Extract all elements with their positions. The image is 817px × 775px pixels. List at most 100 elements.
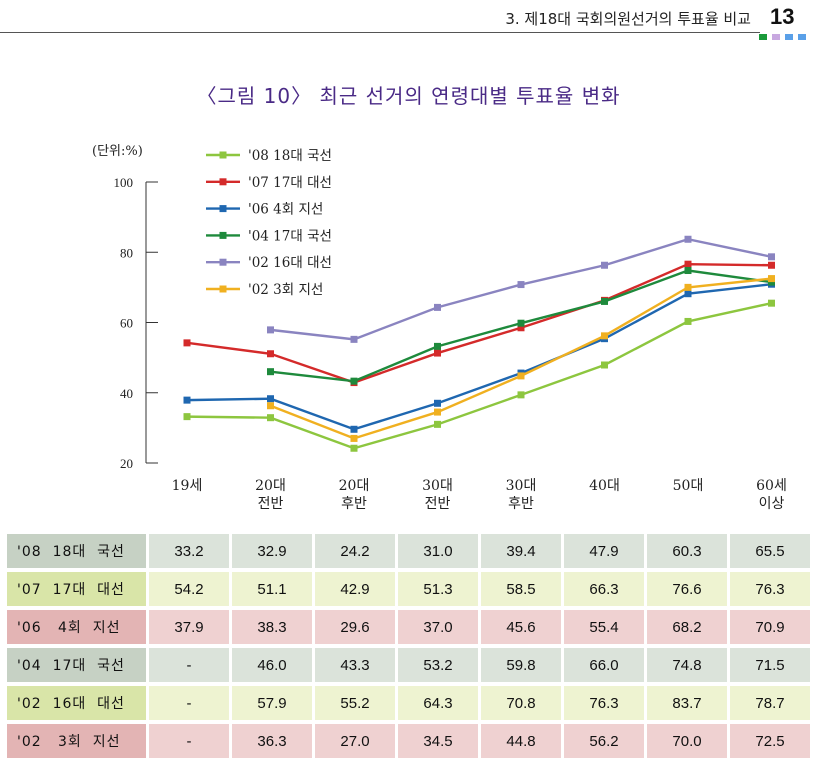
data-point bbox=[350, 377, 358, 385]
table-cell: 51.1 bbox=[232, 572, 312, 606]
x-tick-label: 30대 bbox=[422, 478, 453, 494]
table-cell: 29.6 bbox=[315, 610, 395, 644]
legend-marker bbox=[219, 231, 227, 239]
data-point bbox=[768, 261, 775, 269]
table-cell: 24.2 bbox=[315, 534, 395, 568]
y-tick-label: 20 bbox=[120, 456, 133, 471]
table-row: '07 17대 대선 54.2 51.1 42.9 51.3 58.5 66.3 76.6 76… bbox=[7, 572, 810, 606]
x-tick-label: 60세 bbox=[756, 478, 787, 494]
data-point bbox=[768, 278, 775, 286]
legend-entry: '06 4회 지선 bbox=[248, 202, 323, 218]
table-cell: - bbox=[149, 724, 229, 758]
row-label: '08 18대 국선 bbox=[7, 534, 146, 568]
table-cell: 45.6 bbox=[481, 610, 561, 644]
table-row: '06 4회 지선 37.9 38.3 29.6 37.0 45.6 55.4 68.2 70.… bbox=[7, 610, 810, 644]
x-tick-label: 40대 bbox=[589, 478, 620, 494]
data-point bbox=[350, 335, 358, 343]
table-cell: 38.3 bbox=[232, 610, 312, 644]
square-icon bbox=[772, 34, 780, 40]
data-table: '08 18대 국선 33.2 32.9 24.2 31.0 39.4 47.9 60.3 65… bbox=[4, 530, 813, 762]
data-point bbox=[434, 420, 441, 428]
data-point bbox=[517, 391, 525, 399]
data-point bbox=[684, 267, 692, 275]
series-line bbox=[186, 283, 772, 431]
x-tick-label: 50대 bbox=[673, 478, 704, 494]
x-tick-label: 20대 bbox=[255, 478, 286, 494]
y-tick-label: 40 bbox=[120, 386, 133, 401]
table-row: '02 16대 대선 -57.9 55.2 64.3 70.8 76.3 83.7 78.7 bbox=[7, 686, 810, 720]
y-tick-label: 100 bbox=[114, 175, 134, 190]
data-point bbox=[601, 332, 608, 340]
data-point bbox=[434, 408, 441, 416]
table-cell: 56.2 bbox=[564, 724, 644, 758]
square-icon bbox=[798, 34, 806, 40]
table-row: '04 17대 국선 -46.0 43.3 53.2 59.8 66.0 74.8 71.5 bbox=[7, 648, 810, 682]
table-cell: 68.2 bbox=[647, 610, 727, 644]
square-icon bbox=[759, 34, 767, 40]
table-cell: 53.2 bbox=[398, 648, 478, 682]
data-point bbox=[684, 235, 692, 243]
x-tick-label: 20대 bbox=[339, 478, 370, 494]
row-label: '04 17대 국선 bbox=[7, 648, 146, 682]
data-point bbox=[601, 297, 608, 305]
table-cell: 76.6 bbox=[647, 572, 727, 606]
page-number: 13 bbox=[770, 4, 795, 29]
table-cell: 58.5 bbox=[481, 572, 561, 606]
table-cell: 27.0 bbox=[315, 724, 395, 758]
table-cell: - bbox=[149, 648, 229, 682]
table-cell: 37.9 bbox=[149, 610, 229, 644]
table-cell: 34.5 bbox=[398, 724, 478, 758]
table-cell: 66.3 bbox=[564, 572, 644, 606]
table-cell: 57.9 bbox=[232, 686, 312, 720]
data-point bbox=[183, 413, 191, 421]
row-label: '06 4회 지선 bbox=[7, 610, 146, 644]
row-label: '07 17대 대선 bbox=[7, 572, 146, 606]
table-cell: 44.8 bbox=[481, 724, 561, 758]
table-cell: 78.7 bbox=[730, 686, 810, 720]
page-header: 3. 제18대 국회의원선거의 투표율 비교 13 bbox=[0, 0, 817, 40]
square-icon bbox=[785, 34, 793, 40]
table-cell: 55.2 bbox=[315, 686, 395, 720]
legend-marker bbox=[219, 178, 227, 186]
table-cell: 32.9 bbox=[232, 534, 312, 568]
data-point bbox=[267, 326, 274, 334]
legend-entry: '07 17대 대선 bbox=[248, 175, 332, 191]
x-tick-label: 전반 bbox=[425, 496, 451, 512]
data-point bbox=[434, 342, 441, 350]
table-cell: 71.5 bbox=[730, 648, 810, 682]
table-row: '02 3회 지선 -36.3 27.0 34.5 44.8 56.2 70.0 72.5 bbox=[7, 724, 810, 758]
data-point bbox=[517, 324, 525, 332]
data-point bbox=[684, 317, 692, 325]
row-label: '02 16대 대선 bbox=[7, 686, 146, 720]
data-point bbox=[601, 261, 608, 269]
table-cell: 37.0 bbox=[398, 610, 478, 644]
y-tick-label: 80 bbox=[120, 245, 133, 260]
data-point bbox=[768, 299, 775, 307]
table-cell: 76.3 bbox=[730, 572, 810, 606]
y-tick-label: 60 bbox=[120, 316, 133, 331]
legend-marker bbox=[219, 151, 227, 159]
table-cell: 43.3 bbox=[315, 648, 395, 682]
data-point bbox=[517, 319, 525, 327]
table-row: '08 18대 국선 33.2 32.9 24.2 31.0 39.4 47.9 60.3 65… bbox=[7, 534, 810, 568]
unit-label: (단위:%) bbox=[92, 144, 143, 159]
table-cell: 31.0 bbox=[398, 534, 478, 568]
data-point bbox=[267, 350, 274, 358]
data-point bbox=[684, 260, 692, 268]
x-tick-label: 전반 bbox=[258, 496, 284, 512]
data-point bbox=[350, 425, 358, 433]
data-point bbox=[517, 372, 525, 380]
data-point bbox=[350, 444, 358, 452]
table-cell: 70.9 bbox=[730, 610, 810, 644]
legend-entry: '08 18대 국선 bbox=[248, 148, 332, 164]
legend-marker bbox=[219, 258, 227, 266]
table-cell: 72.5 bbox=[730, 724, 810, 758]
data-point bbox=[768, 275, 775, 283]
legend-entry: '02 16대 대선 bbox=[248, 255, 332, 271]
table-cell: 66.0 bbox=[564, 648, 644, 682]
table-cell: 54.2 bbox=[149, 572, 229, 606]
data-point bbox=[601, 361, 608, 369]
x-tick-label: 30대 bbox=[506, 478, 537, 494]
table-cell: 55.4 bbox=[564, 610, 644, 644]
